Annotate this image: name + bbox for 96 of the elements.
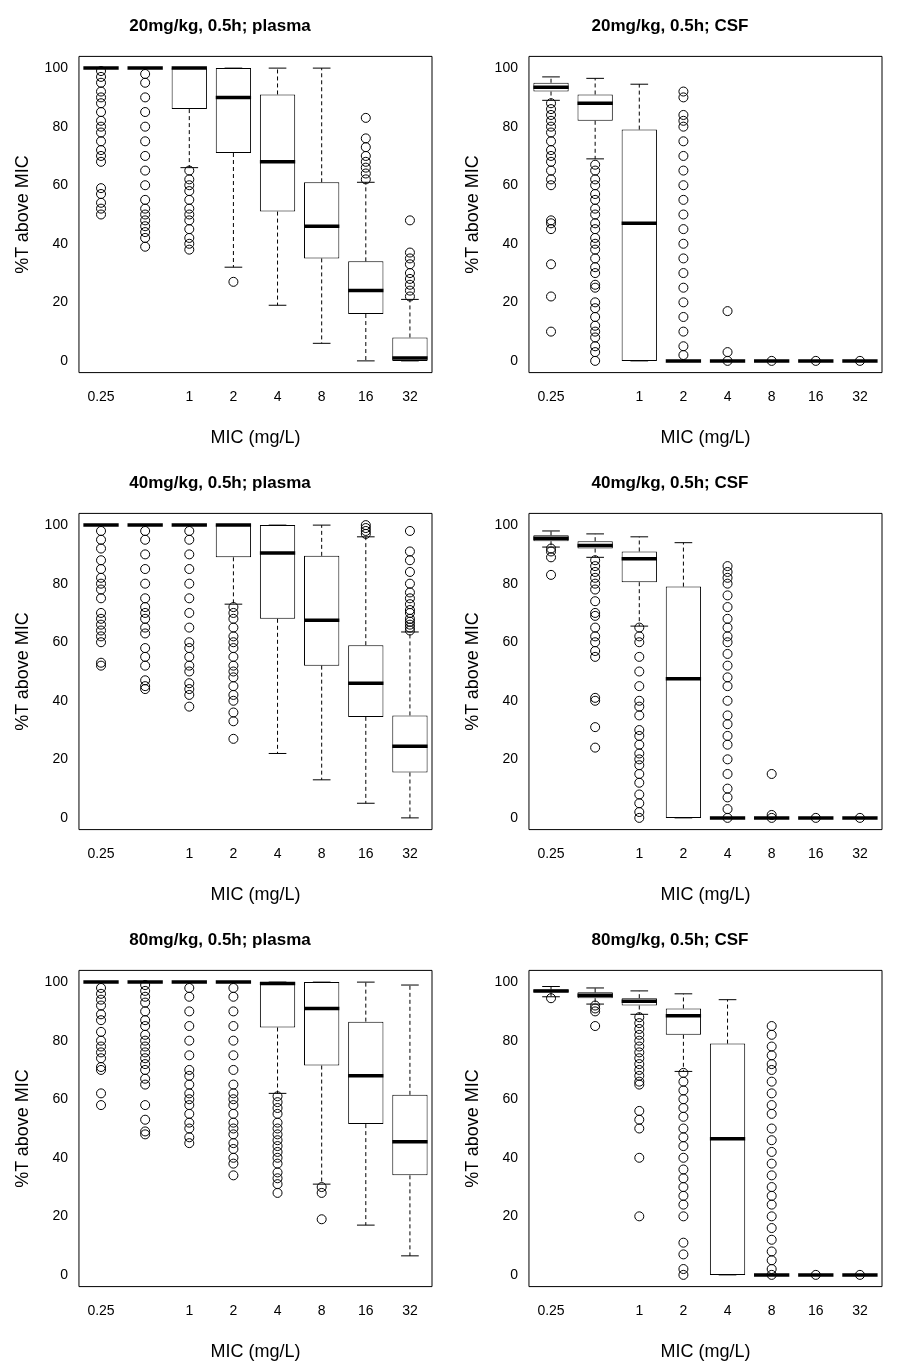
x-tick-label: 16 xyxy=(808,844,824,861)
x-tick-label: 32 xyxy=(402,1301,418,1318)
y-tick-label: 80 xyxy=(502,117,519,134)
x-tick-label: 8 xyxy=(767,387,776,404)
y-tick-label: 100 xyxy=(44,58,69,75)
x-tick-label: 1 xyxy=(185,387,194,404)
x-tick-label: 32 xyxy=(402,387,418,404)
x-tick-label: 32 xyxy=(402,844,418,861)
x-tick-label: 1 xyxy=(185,1301,194,1318)
y-tick-label: 100 xyxy=(494,972,519,989)
y-tick-label: 20 xyxy=(52,1207,69,1224)
y-tick-label: 40 xyxy=(502,691,519,708)
x-axis-title: MIC (mg/L) xyxy=(210,427,301,448)
chart-title: 20mg/kg, 0.5h; CSF xyxy=(591,15,749,35)
x-tick-label: 16 xyxy=(358,844,374,861)
x-tick-label: 0.25 xyxy=(87,387,115,404)
y-tick-label: 40 xyxy=(502,234,519,251)
x-tick-label: 2 xyxy=(229,844,238,861)
y-tick-label: 100 xyxy=(44,515,69,532)
x-tick-label: 4 xyxy=(723,844,732,861)
y-tick-label: 80 xyxy=(52,1031,69,1048)
x-tick-label: 1 xyxy=(635,844,644,861)
x-axis-title: MIC (mg/L) xyxy=(660,884,751,905)
y-tick-label: 0 xyxy=(510,808,519,825)
y-tick-label: 0 xyxy=(60,808,69,825)
x-tick-label: 2 xyxy=(679,1301,688,1318)
x-tick-label: 0.25 xyxy=(537,387,565,404)
y-tick-label: 20 xyxy=(502,293,519,310)
x-tick-label: 4 xyxy=(723,387,732,404)
x-tick-label: 4 xyxy=(273,387,282,404)
y-tick-label: 60 xyxy=(502,1090,519,1107)
x-tick-label: 0.25 xyxy=(537,844,565,861)
chart-title: 40mg/kg, 0.5h; plasma xyxy=(129,472,312,492)
y-axis-title: %T above MIC xyxy=(461,1069,482,1188)
x-tick-label: 32 xyxy=(852,1301,868,1318)
x-tick-label: 16 xyxy=(358,387,374,404)
y-tick-label: 80 xyxy=(52,574,69,591)
x-tick-label: 4 xyxy=(273,1301,282,1318)
y-tick-label: 20 xyxy=(52,750,69,767)
x-tick-label: 32 xyxy=(852,387,868,404)
y-tick-label: 40 xyxy=(52,234,69,251)
chart-title: 40mg/kg, 0.5h; CSF xyxy=(591,472,749,492)
x-tick-label: 2 xyxy=(229,1301,238,1318)
x-tick-label: 8 xyxy=(317,1301,326,1318)
x-tick-label: 32 xyxy=(852,844,868,861)
y-tick-label: 80 xyxy=(502,574,519,591)
x-tick-label: 2 xyxy=(679,387,688,404)
x-tick-label: 8 xyxy=(767,844,776,861)
x-tick-label: 8 xyxy=(317,844,326,861)
y-tick-label: 80 xyxy=(502,1031,519,1048)
y-axis-title: %T above MIC xyxy=(11,155,32,274)
x-tick-label: 4 xyxy=(723,1301,732,1318)
x-axis-title: MIC (mg/L) xyxy=(660,1341,751,1362)
y-tick-label: 20 xyxy=(502,1207,519,1224)
x-tick-label: 0.25 xyxy=(87,1301,115,1318)
y-tick-label: 60 xyxy=(502,633,519,650)
y-axis-title: %T above MIC xyxy=(461,612,482,731)
x-tick-label: 2 xyxy=(679,844,688,861)
y-tick-label: 20 xyxy=(502,750,519,767)
x-tick-label: 16 xyxy=(358,1301,374,1318)
x-tick-label: 8 xyxy=(317,387,326,404)
x-tick-label: 1 xyxy=(635,1301,644,1318)
chart-title: 20mg/kg, 0.5h; plasma xyxy=(129,15,312,35)
x-tick-label: 4 xyxy=(273,844,282,861)
x-axis-title: MIC (mg/L) xyxy=(660,427,751,448)
y-tick-label: 40 xyxy=(52,1148,69,1165)
y-tick-label: 60 xyxy=(52,633,69,650)
x-axis-title: MIC (mg/L) xyxy=(210,1341,301,1362)
y-axis-title: %T above MIC xyxy=(461,155,482,274)
x-axis-title: MIC (mg/L) xyxy=(210,884,301,905)
y-tick-label: 100 xyxy=(44,972,69,989)
y-tick-label: 0 xyxy=(60,351,69,368)
y-tick-label: 0 xyxy=(60,1265,69,1282)
y-tick-label: 0 xyxy=(510,351,519,368)
y-tick-label: 60 xyxy=(52,176,69,193)
y-tick-label: 40 xyxy=(502,1148,519,1165)
y-axis-title: %T above MIC xyxy=(11,612,32,731)
y-axis-title: %T above MIC xyxy=(11,1069,32,1188)
y-tick-label: 80 xyxy=(52,117,69,134)
y-tick-label: 60 xyxy=(52,1090,69,1107)
x-tick-label: 0.25 xyxy=(87,844,115,861)
y-tick-label: 20 xyxy=(52,293,69,310)
x-tick-label: 2 xyxy=(229,387,238,404)
x-tick-label: 16 xyxy=(808,1301,824,1318)
y-tick-label: 100 xyxy=(494,515,519,532)
chart-title: 80mg/kg, 0.5h; CSF xyxy=(591,929,749,949)
y-tick-label: 100 xyxy=(494,58,519,75)
chart-title: 80mg/kg, 0.5h; plasma xyxy=(129,929,312,949)
x-tick-label: 8 xyxy=(767,1301,776,1318)
y-tick-label: 0 xyxy=(510,1265,519,1282)
x-tick-label: 0.25 xyxy=(537,1301,565,1318)
x-tick-label: 1 xyxy=(185,844,194,861)
x-tick-label: 1 xyxy=(635,387,644,404)
y-tick-label: 60 xyxy=(502,176,519,193)
y-tick-label: 40 xyxy=(52,691,69,708)
x-tick-label: 16 xyxy=(808,387,824,404)
